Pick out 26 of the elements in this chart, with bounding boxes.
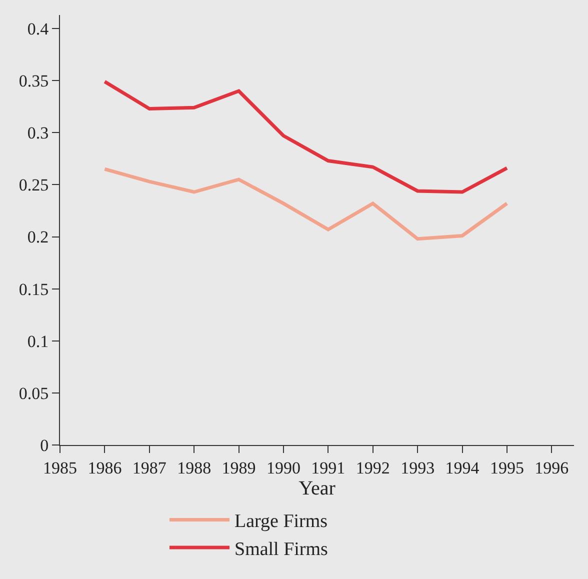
x-tick-label: 1985 [43, 458, 77, 478]
y-tick-label: 0.35 [18, 72, 49, 91]
line-series [102, 80, 509, 194]
x-tick-label: 1986 [88, 458, 122, 478]
x-tick-label: 1989 [222, 458, 256, 478]
line-series [102, 167, 509, 241]
x-tick-label: 1988 [177, 458, 212, 478]
x-tick-label: 1995 [490, 458, 524, 478]
x-tick-label: 1993 [400, 458, 435, 478]
y-tick-label: 0.15 [18, 280, 49, 299]
y-tick-label: 0.2 [27, 228, 49, 247]
y-tick-label: 0.4 [27, 19, 50, 38]
x-tick-label: 1987 [132, 458, 167, 478]
y-tick-label: 0 [40, 436, 49, 455]
y-tick-label: 0.1 [27, 332, 49, 351]
x-tick-label: 1991 [311, 458, 346, 478]
x-tick-label: 1992 [356, 458, 390, 478]
x-tick-label: 1996 [534, 458, 569, 478]
legend-label: Small Firms [234, 538, 328, 560]
x-tick-label: 1990 [266, 458, 300, 478]
x-axis-title: Year [298, 477, 336, 500]
y-tick-label: 0.05 [18, 384, 49, 403]
y-tick-label: 0.25 [18, 176, 49, 195]
y-tick-label: 0.3 [27, 124, 49, 143]
x-tick-label: 1994 [445, 458, 480, 478]
legend-label: Large Firms [234, 511, 328, 532]
